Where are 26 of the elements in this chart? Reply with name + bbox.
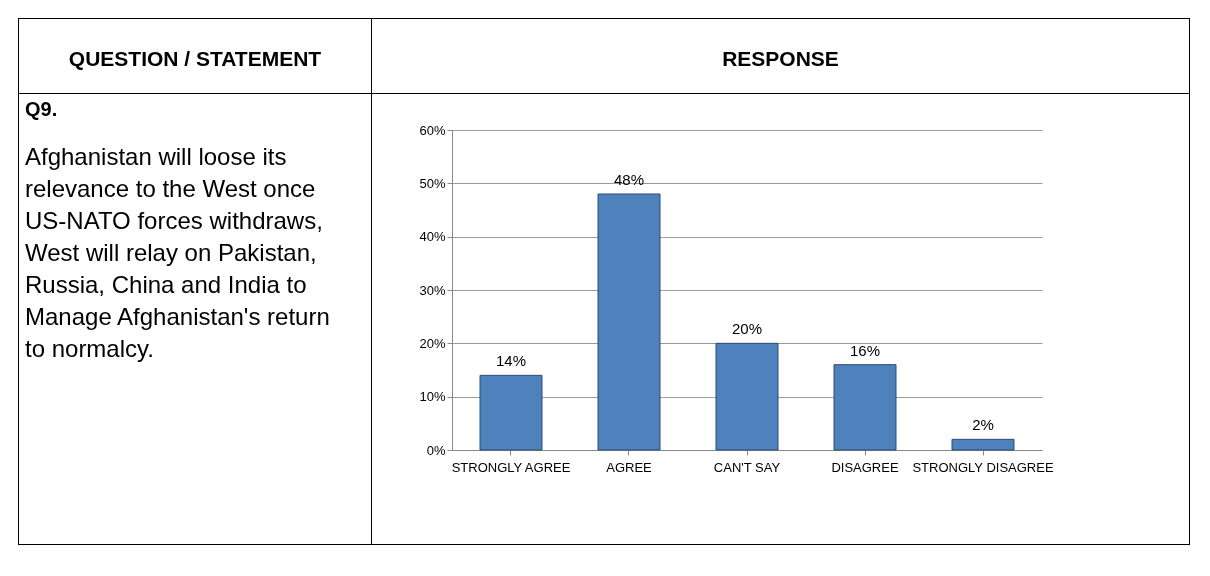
text: QUESTION / STATEMENT bbox=[18, 18, 372, 94]
data-label: 2% bbox=[972, 416, 994, 434]
text: Q9. bbox=[25, 98, 59, 121]
data-label: 14% bbox=[495, 352, 527, 370]
bar bbox=[479, 374, 543, 451]
y-tick-label: 10% bbox=[419, 389, 446, 405]
x-tick-label: CAN'T SAY bbox=[713, 459, 781, 475]
bar bbox=[597, 193, 661, 451]
text: Afghanistan will loose its relevance to the West once US-NATO forces withdraws, West will relay on Pakistan, Russia, China and India to Manage Afghanistan's return to normalcy. bbox=[25, 142, 331, 364]
data-label: 20% bbox=[731, 320, 763, 338]
y-tick-label: 40% bbox=[419, 229, 446, 245]
data-label: 16% bbox=[849, 341, 881, 359]
y-tick-label: 0% bbox=[426, 442, 446, 458]
bar bbox=[715, 342, 779, 451]
x-tick-label: STRONGLY AGREE bbox=[451, 459, 571, 475]
x-tick-label: STRONGLY DISAGREE bbox=[912, 459, 1054, 475]
y-tick-label: 30% bbox=[419, 282, 446, 298]
y-tick-label: 20% bbox=[419, 335, 446, 351]
y-tick-label: 50% bbox=[419, 175, 446, 191]
bar bbox=[833, 364, 897, 451]
bar bbox=[951, 438, 1015, 451]
text: RESPONSE bbox=[371, 18, 1190, 94]
y-tick-label: 60% bbox=[419, 122, 446, 138]
x-tick-label: AGREE bbox=[606, 459, 653, 475]
x-tick-label: DISAGREE bbox=[831, 459, 899, 475]
data-label: 48% bbox=[613, 171, 645, 188]
